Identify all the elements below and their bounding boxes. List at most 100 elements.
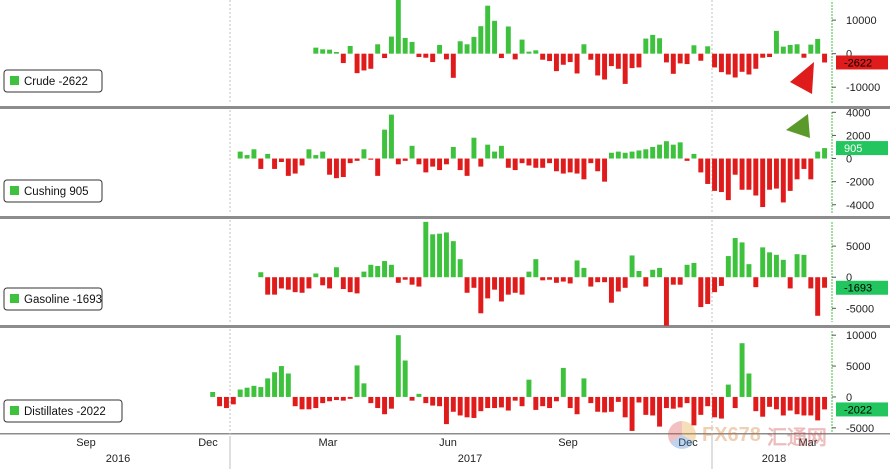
bar <box>663 396 669 409</box>
panel-separator <box>0 325 890 328</box>
bar <box>498 396 504 408</box>
bar <box>340 277 346 290</box>
bar <box>712 277 718 293</box>
bar <box>464 158 470 176</box>
bar <box>533 259 539 278</box>
bar <box>278 158 284 162</box>
panel-separator <box>0 216 890 219</box>
legend-box <box>3 287 103 311</box>
bar <box>354 158 360 161</box>
bar <box>505 158 511 168</box>
bar <box>409 41 415 54</box>
bar <box>306 277 312 289</box>
bar <box>636 53 642 68</box>
bar <box>739 242 745 278</box>
bar <box>698 53 704 61</box>
bar <box>306 396 312 410</box>
bar <box>773 396 779 410</box>
bar <box>471 277 477 288</box>
bar <box>450 396 456 412</box>
bar <box>333 396 339 401</box>
bar <box>388 396 394 409</box>
bar <box>595 277 601 283</box>
bar <box>320 396 326 404</box>
bar <box>416 393 422 397</box>
bar <box>663 53 669 63</box>
bar <box>684 53 690 65</box>
bar <box>567 396 573 409</box>
bar <box>794 254 800 278</box>
bar <box>588 53 594 60</box>
bar <box>512 53 518 60</box>
last-value-label: 905 <box>844 143 862 155</box>
bar <box>657 38 663 54</box>
bar <box>808 277 814 289</box>
last-value-tag <box>836 402 888 417</box>
bar <box>443 232 449 278</box>
bar <box>388 114 394 159</box>
bar <box>540 53 546 60</box>
bar <box>705 277 711 304</box>
bar <box>622 277 628 288</box>
bar <box>801 158 807 169</box>
bar <box>347 158 353 164</box>
bar <box>265 378 271 397</box>
bar <box>320 277 326 286</box>
x-tick-label: Mar <box>319 437 338 449</box>
bar <box>643 277 649 287</box>
bar <box>801 53 807 58</box>
bar <box>595 53 601 76</box>
bar <box>437 396 443 407</box>
bar <box>650 269 656 278</box>
bar <box>265 277 271 295</box>
bar <box>223 396 229 409</box>
bar <box>388 264 394 278</box>
x-tick-label: Jun <box>439 437 457 449</box>
bar <box>636 271 642 278</box>
bar <box>457 158 463 171</box>
y-tick-label: -5000 <box>846 303 874 315</box>
bar <box>712 396 718 418</box>
last-value-tag <box>836 55 888 70</box>
bar <box>533 396 539 410</box>
bar <box>588 277 594 287</box>
bar <box>773 30 779 54</box>
legend-box <box>3 179 103 203</box>
bar <box>244 155 250 159</box>
bar <box>822 277 828 288</box>
bar <box>395 158 401 165</box>
bar <box>251 149 257 159</box>
bar <box>361 149 367 159</box>
bar <box>643 38 649 54</box>
bar <box>505 277 511 295</box>
bar <box>450 53 456 78</box>
bar <box>615 396 621 402</box>
bar <box>292 158 298 174</box>
bar <box>354 365 360 397</box>
bar <box>780 46 786 54</box>
bar <box>478 26 484 54</box>
x-tick-label: Dec <box>678 437 698 449</box>
bar <box>443 158 449 165</box>
bar <box>375 44 381 54</box>
bar <box>340 53 346 64</box>
panel-cushing: 4000 2000 0 -2000 -4000 905 Cushing 905 <box>3 107 888 214</box>
bar <box>210 392 216 397</box>
bar <box>581 158 587 180</box>
bar <box>746 158 752 190</box>
bar <box>485 5 491 54</box>
bar <box>320 151 326 159</box>
bar <box>327 396 333 402</box>
bar <box>512 396 518 401</box>
bar <box>553 53 559 72</box>
bar <box>787 44 793 54</box>
bar <box>306 149 312 159</box>
bar <box>526 271 532 278</box>
bar <box>416 53 422 58</box>
bar <box>663 141 669 159</box>
bar <box>574 53 580 74</box>
bar <box>526 158 532 166</box>
bar <box>443 396 449 425</box>
x-tick-label: Dec <box>198 437 218 449</box>
bar <box>636 396 642 403</box>
